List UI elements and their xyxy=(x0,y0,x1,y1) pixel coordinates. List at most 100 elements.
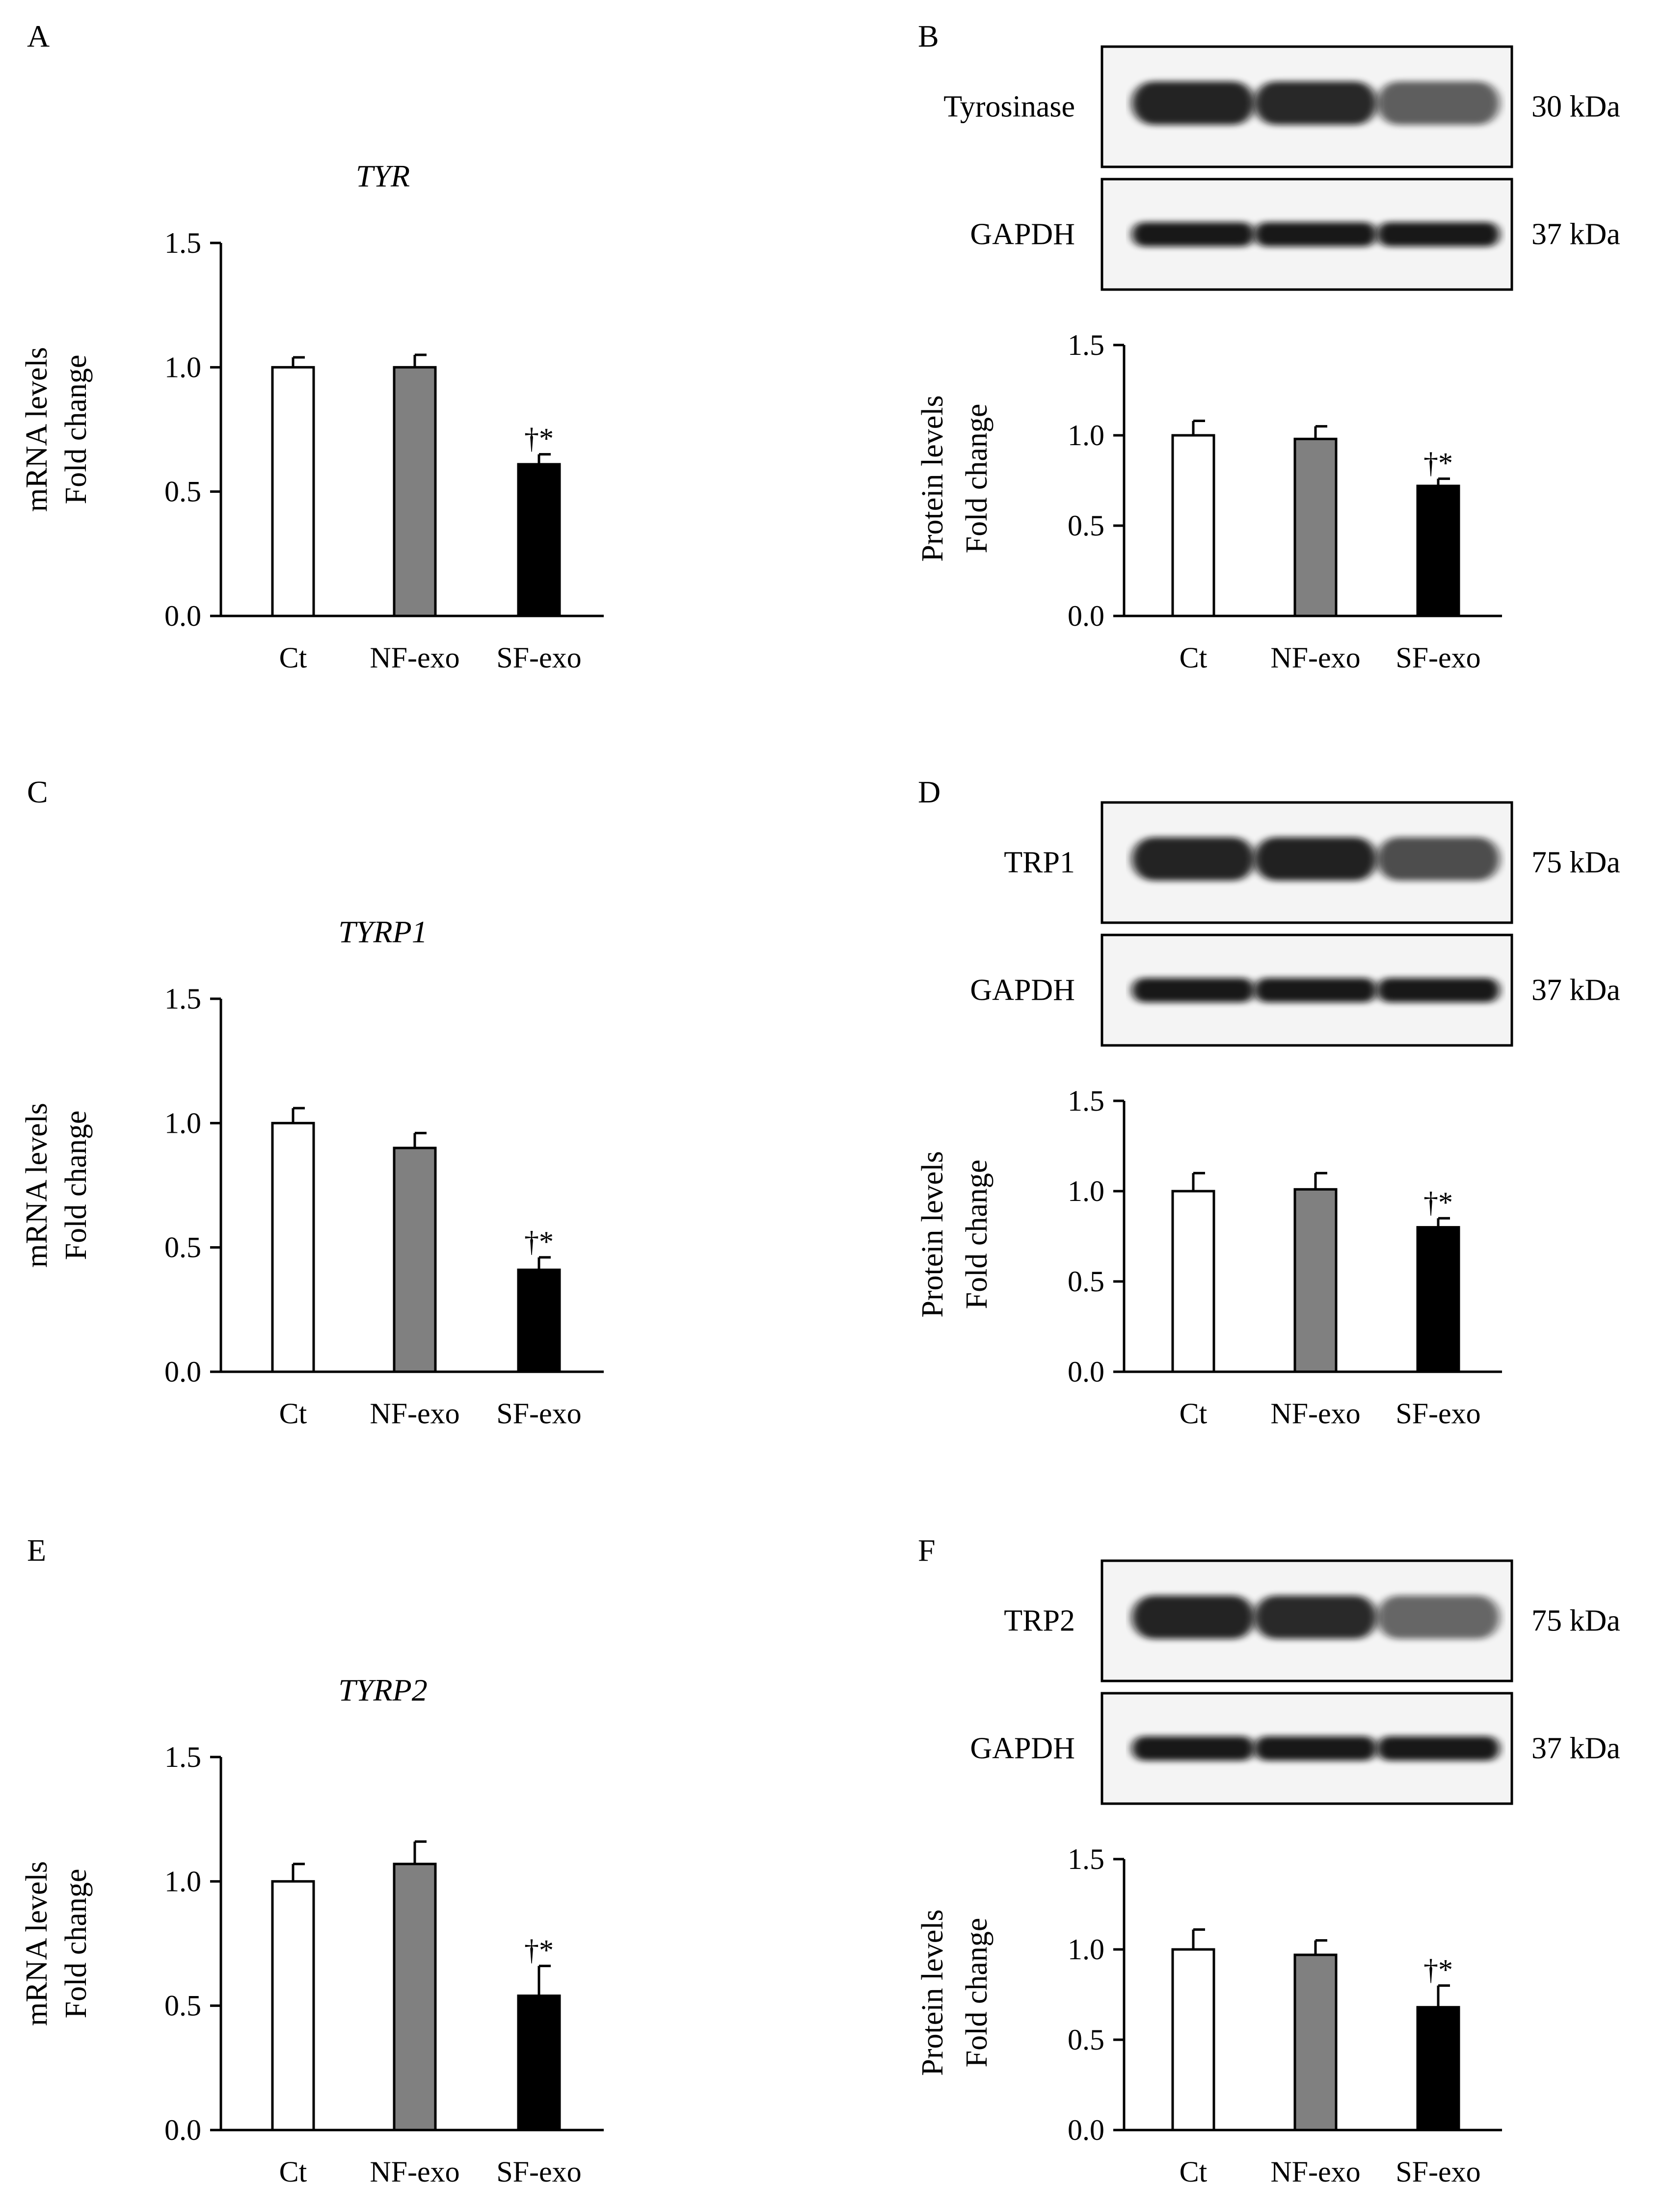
bar-sf-exo xyxy=(1416,484,1460,617)
bar-sf-exo xyxy=(1416,2006,1460,2132)
blot-band-lane-2 xyxy=(1254,222,1377,247)
y-tick-label: 1.0 xyxy=(164,1107,201,1139)
bar-nf-exo xyxy=(393,366,437,617)
bar-ct xyxy=(271,366,315,617)
category-label: SF-exo xyxy=(1396,2156,1480,2188)
y-axis-label: Fold change xyxy=(59,355,93,505)
y-tick-label: 1.5 xyxy=(164,1741,201,1773)
bar-sf-exo xyxy=(517,1268,561,1373)
significance-mark: †* xyxy=(1423,1954,1453,1986)
bar-nf-exo xyxy=(1293,1188,1338,1373)
panel-c: C TYRP1 0.0 0.5 1.0 1.5 mRNA levels Fold change… xyxy=(20,774,604,1430)
y-axis-label: Protein levels xyxy=(916,395,949,561)
category-label: Ct xyxy=(279,1397,307,1430)
bar-ct xyxy=(1171,1190,1215,1373)
y-axis-label: Fold change xyxy=(960,1918,993,2068)
significance-mark: †* xyxy=(1423,447,1453,479)
category-label: SF-exo xyxy=(1396,1397,1480,1430)
bar-nf-exo xyxy=(1293,437,1338,617)
blot-band-lane-1 xyxy=(1132,978,1255,1003)
category-label: NF-exo xyxy=(370,641,459,674)
category-label: SF-exo xyxy=(496,2156,581,2188)
y-tick-label: 0.0 xyxy=(1068,2114,1104,2146)
gene-title: TYRP2 xyxy=(338,1673,427,1707)
y-axis-label: Fold change xyxy=(59,1869,93,2019)
y-axis-label: Fold change xyxy=(59,1111,93,1260)
target-kda: 75 kDa xyxy=(1531,846,1620,879)
category-label: Ct xyxy=(1180,641,1208,674)
bar-ct xyxy=(271,1880,315,2132)
y-tick-label: 0.0 xyxy=(164,2114,201,2146)
blot-band-lane-3 xyxy=(1377,1736,1500,1761)
y-tick-label: 1.0 xyxy=(1068,1175,1104,1207)
panel-e: E TYRP2 0.0 0.5 1.0 1.5 mRNA levels Fold change… xyxy=(20,1533,604,2188)
blot-band-lane-2 xyxy=(1254,978,1377,1003)
bar-nf-exo xyxy=(1293,1953,1338,2132)
significance-mark: †* xyxy=(524,1226,554,1258)
y-axis-label: Protein levels xyxy=(916,1909,949,2076)
control-label: GAPDH xyxy=(970,974,1075,1007)
y-axis-label: Fold change xyxy=(960,404,993,554)
target-blot xyxy=(1100,1559,1513,1682)
y-tick-label: 1.0 xyxy=(1068,1933,1104,1966)
blot-band-lane-2 xyxy=(1254,1736,1377,1761)
panel-letter: E xyxy=(27,1533,46,1568)
panel-f: F TRP2 75 kDa GAPDH 37 kDa 0.0 0.5 1.0 1.5 Protei… xyxy=(916,1533,1620,2188)
panel-letter: A xyxy=(27,19,50,53)
control-kda: 37 kDa xyxy=(1531,218,1620,251)
target-blot xyxy=(1100,801,1513,924)
target-label: Tyrosinase xyxy=(943,90,1075,124)
y-tick-label: 0.5 xyxy=(164,1990,201,2022)
blot-band-lane-2 xyxy=(1254,1596,1377,1639)
gapdh-blot xyxy=(1100,1692,1513,1805)
bar-ct xyxy=(1171,434,1215,617)
target-blot xyxy=(1100,45,1513,168)
category-label: Ct xyxy=(1180,2156,1208,2188)
y-tick-label: 1.0 xyxy=(164,351,201,383)
category-label: SF-exo xyxy=(496,641,581,674)
blot-band-lane-2 xyxy=(1254,81,1377,125)
y-tick-label: 1.5 xyxy=(1068,329,1104,361)
category-label: Ct xyxy=(279,641,307,674)
y-tick-label: 0.0 xyxy=(1068,1356,1104,1388)
y-tick-label: 1.5 xyxy=(164,983,201,1015)
y-tick-label: 0.0 xyxy=(1068,600,1104,632)
blot-band-lane-1 xyxy=(1132,837,1255,881)
gene-title: TYRP1 xyxy=(338,914,427,949)
gapdh-blot xyxy=(1100,933,1513,1047)
panel-letter: F xyxy=(918,1533,936,1568)
control-label: GAPDH xyxy=(970,1732,1075,1765)
blot-band-lane-3 xyxy=(1377,837,1500,881)
bar-ct xyxy=(1171,1948,1215,2132)
blot-band-lane-3 xyxy=(1377,978,1500,1003)
gene-title: TYR xyxy=(356,159,410,193)
y-tick-label: 1.5 xyxy=(1068,1085,1104,1117)
blot-band-lane-1 xyxy=(1132,81,1255,125)
category-label: NF-exo xyxy=(370,1397,459,1430)
panel-d: D TRP1 75 kDa GAPDH 37 kDa 0.0 0.5 1.0 1.5 Protei… xyxy=(916,774,1620,1430)
category-label: NF-exo xyxy=(1270,1397,1360,1430)
panel-letter: B xyxy=(918,19,939,53)
gapdh-blot xyxy=(1100,178,1513,291)
y-tick-label: 0.5 xyxy=(1068,509,1104,542)
blot-band-lane-3 xyxy=(1377,1596,1500,1639)
bar-sf-exo xyxy=(1416,1226,1460,1373)
y-tick-label: 1.5 xyxy=(1068,1843,1104,1875)
blot-band-lane-1 xyxy=(1132,1736,1255,1761)
y-axis-label: mRNA levels xyxy=(20,347,54,512)
category-label: Ct xyxy=(1180,1397,1208,1430)
target-kda: 30 kDa xyxy=(1531,90,1620,124)
significance-mark: †* xyxy=(524,1934,554,1967)
category-label: NF-exo xyxy=(1270,2156,1360,2188)
blot-band-lane-1 xyxy=(1132,1596,1255,1639)
y-tick-label: 0.5 xyxy=(164,1231,201,1264)
blot-band-lane-3 xyxy=(1377,222,1500,247)
y-tick-label: 0.5 xyxy=(1068,2024,1104,2056)
y-tick-label: 1.0 xyxy=(164,1865,201,1897)
control-kda: 37 kDa xyxy=(1531,974,1620,1007)
bar-ct xyxy=(271,1121,315,1373)
y-tick-label: 0.0 xyxy=(164,600,201,632)
y-tick-label: 0.0 xyxy=(164,1356,201,1388)
